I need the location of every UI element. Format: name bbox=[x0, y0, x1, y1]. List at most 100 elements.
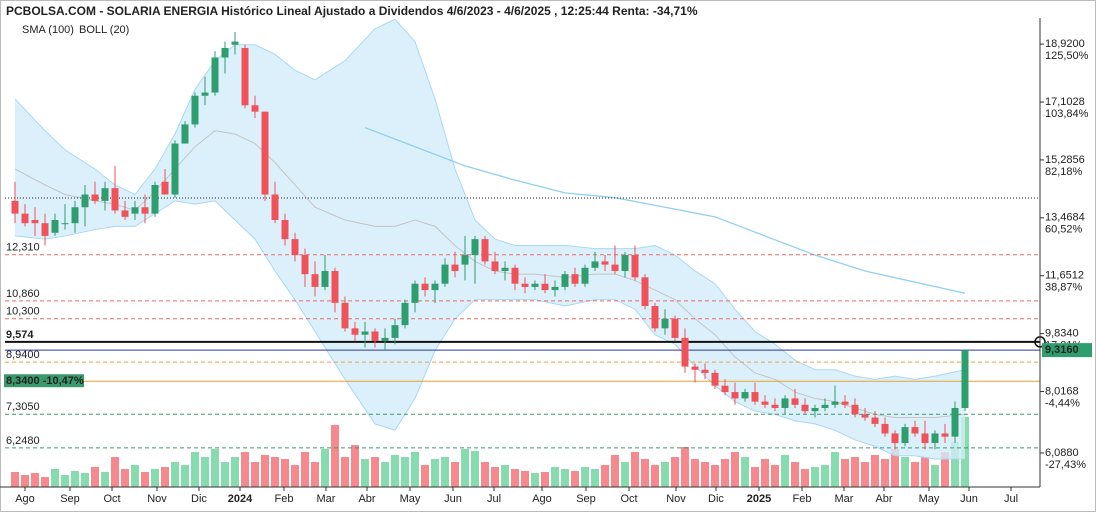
candle-body bbox=[181, 124, 189, 144]
candle-body bbox=[771, 404, 779, 408]
bollinger-upper bbox=[14, 18, 966, 380]
volume-bar bbox=[951, 442, 959, 487]
volume-bar bbox=[911, 462, 919, 487]
candle-body bbox=[741, 392, 749, 399]
candle-body bbox=[751, 392, 759, 402]
volume-bar bbox=[751, 467, 759, 487]
x-tick-label: May bbox=[400, 493, 421, 505]
volume-bar bbox=[791, 462, 799, 487]
candle-body bbox=[721, 385, 729, 393]
candle-body bbox=[401, 302, 409, 326]
candle-body bbox=[171, 143, 179, 195]
volume-bar bbox=[931, 465, 939, 487]
candle-body bbox=[261, 111, 269, 195]
candle-body bbox=[511, 267, 519, 284]
volume-bar bbox=[91, 467, 99, 487]
volume-bar bbox=[701, 462, 709, 487]
y-tick-change: -4,44% bbox=[1045, 397, 1080, 409]
level-label: 10,860 bbox=[6, 288, 40, 300]
volume-bar bbox=[771, 465, 779, 487]
volume-bar bbox=[11, 472, 19, 487]
volume-bar bbox=[461, 449, 469, 487]
candle-body bbox=[561, 274, 569, 287]
y-tick-change: -27,43% bbox=[1045, 459, 1086, 471]
volume-bar bbox=[31, 473, 39, 487]
y-tick-change: 38,87% bbox=[1045, 282, 1083, 294]
candle-body bbox=[701, 369, 709, 373]
candle-body bbox=[411, 283, 419, 303]
volume-bar bbox=[81, 473, 89, 487]
volume-bar bbox=[71, 471, 79, 487]
volume-bar bbox=[631, 452, 639, 487]
volume-bar bbox=[391, 455, 399, 487]
candle-body bbox=[481, 239, 489, 262]
volume-bar bbox=[651, 465, 659, 487]
candle-body bbox=[141, 207, 149, 214]
volume-bar bbox=[371, 457, 379, 487]
candle-body bbox=[571, 274, 579, 284]
volume-bar bbox=[831, 452, 839, 487]
y-tick-label: 18,9200 bbox=[1045, 38, 1085, 50]
candle-body bbox=[631, 255, 639, 278]
candle-body bbox=[761, 401, 769, 405]
candle-body bbox=[161, 181, 169, 195]
level-label: 9,574 bbox=[6, 329, 34, 341]
candle-body bbox=[371, 331, 379, 342]
candle-body bbox=[431, 283, 439, 291]
volume-bar bbox=[561, 469, 569, 487]
volume-bar bbox=[811, 467, 819, 487]
volume-bar bbox=[741, 457, 749, 487]
candle-body bbox=[621, 255, 629, 271]
volume-bar bbox=[471, 451, 479, 487]
candle-body bbox=[461, 255, 469, 265]
volume-bar bbox=[141, 472, 149, 487]
volume-bar bbox=[281, 459, 289, 487]
candle-body bbox=[691, 366, 699, 370]
volume-bar bbox=[441, 457, 449, 487]
volume-bar bbox=[891, 449, 899, 487]
x-tick-label: Jun bbox=[960, 493, 978, 505]
volume-bar bbox=[691, 459, 699, 487]
x-tick-label: Ago bbox=[532, 493, 552, 505]
volume-bar bbox=[481, 462, 489, 487]
candle-body bbox=[331, 270, 339, 303]
last-price-badge bbox=[1042, 343, 1092, 358]
volume-bar bbox=[871, 455, 879, 487]
volume-bar bbox=[601, 465, 609, 487]
volume-bar bbox=[411, 452, 419, 487]
candle-body bbox=[551, 286, 559, 291]
candle-body bbox=[521, 283, 529, 287]
x-tick-label: Nov bbox=[147, 493, 167, 505]
candle-body bbox=[731, 392, 739, 399]
candle-body bbox=[711, 372, 719, 386]
candle-body bbox=[471, 239, 479, 256]
candle-body bbox=[871, 417, 879, 424]
volume-bar bbox=[921, 457, 929, 487]
last-price-label: 9,3160 bbox=[1045, 344, 1079, 356]
volume-bar bbox=[201, 457, 209, 487]
volume-bar bbox=[241, 452, 249, 487]
x-tick-label: Oct bbox=[103, 493, 120, 505]
volume-bar bbox=[781, 455, 789, 487]
y-tick-label: 9,8340 bbox=[1045, 328, 1079, 340]
candle-body bbox=[51, 220, 59, 233]
candle-body bbox=[911, 427, 919, 434]
y-tick-label: 11,6512 bbox=[1045, 270, 1084, 282]
volume-bar bbox=[301, 452, 309, 487]
volume-bar bbox=[511, 469, 519, 487]
candle-body bbox=[271, 194, 279, 221]
candle-body bbox=[21, 213, 29, 224]
volume-bar bbox=[681, 447, 689, 487]
volume-bar bbox=[271, 457, 279, 487]
candle-body bbox=[501, 267, 509, 271]
candle-body bbox=[791, 398, 799, 405]
candle-body bbox=[541, 283, 549, 291]
candle-body bbox=[121, 210, 129, 217]
x-tick-label: Mar bbox=[317, 493, 336, 505]
candle-body bbox=[951, 407, 959, 437]
volume-bar bbox=[401, 457, 409, 487]
volume-bar bbox=[331, 425, 339, 487]
candle-body bbox=[611, 264, 619, 271]
candle-body bbox=[601, 261, 609, 265]
volume-bar bbox=[721, 459, 729, 487]
